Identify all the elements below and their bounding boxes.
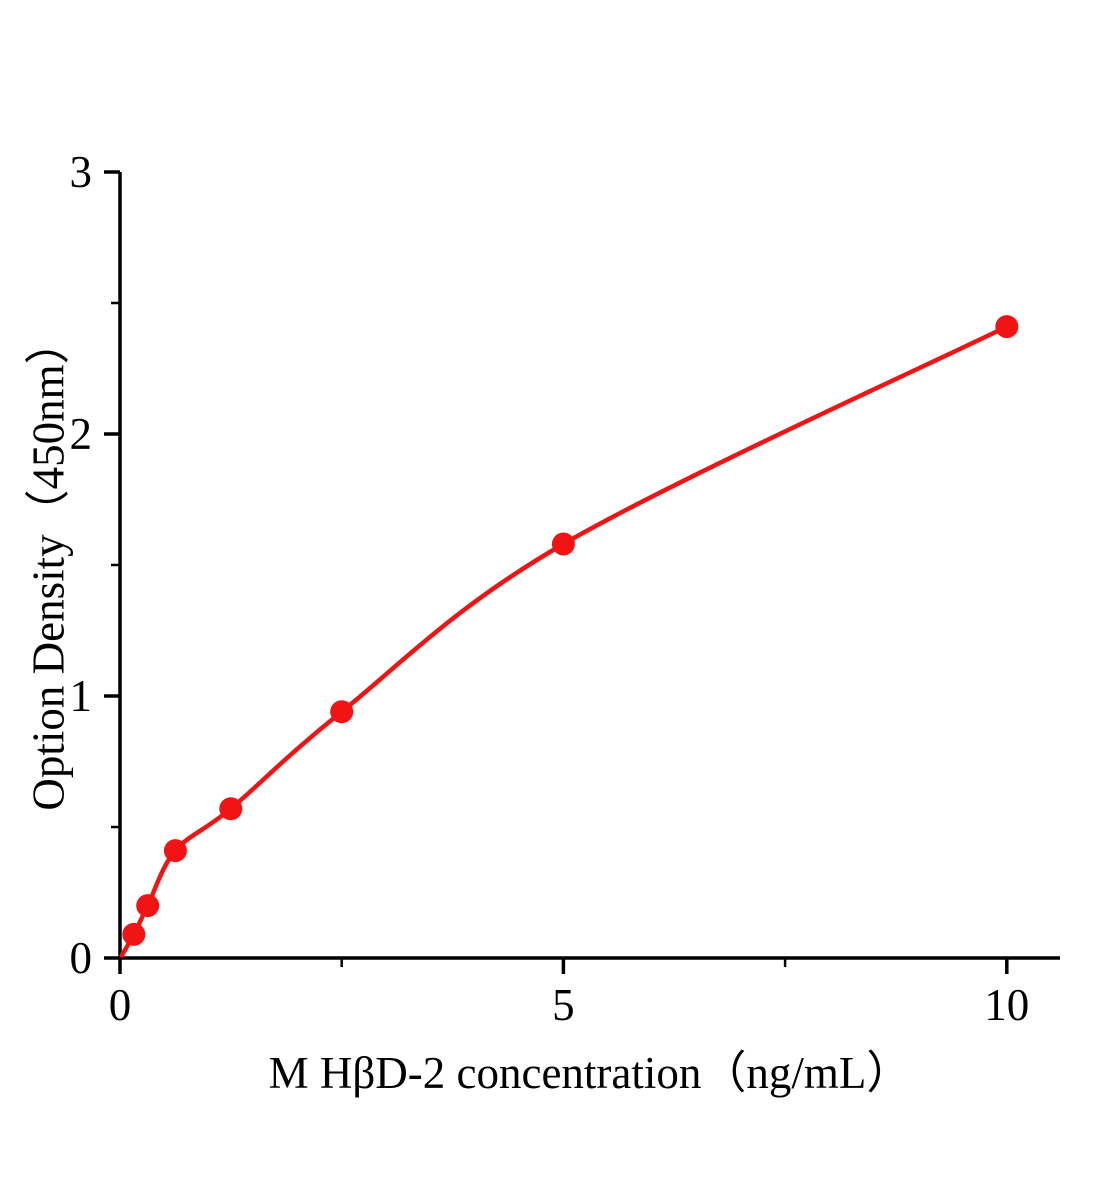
data-point xyxy=(122,922,146,946)
data-point xyxy=(995,315,1019,339)
y-axis-title: Option Density（450nm） xyxy=(23,319,74,811)
y-tick-label: 3 xyxy=(70,147,93,197)
fit-curve xyxy=(119,324,1010,958)
data-point xyxy=(330,700,354,724)
data-point xyxy=(219,797,243,821)
x-tick-label: 0 xyxy=(109,980,132,1030)
data-point xyxy=(136,894,160,918)
data-point xyxy=(551,532,575,556)
x-tick-label: 10 xyxy=(984,980,1029,1030)
y-tick-label: 2 xyxy=(70,409,93,459)
data-point xyxy=(163,839,187,863)
x-tick-label: 5 xyxy=(552,980,575,1030)
y-tick-label: 0 xyxy=(70,933,93,983)
y-tick-label: 1 xyxy=(70,671,93,721)
x-axis-title: M HβD-2 concentration（ng/mL） xyxy=(268,1048,912,1098)
